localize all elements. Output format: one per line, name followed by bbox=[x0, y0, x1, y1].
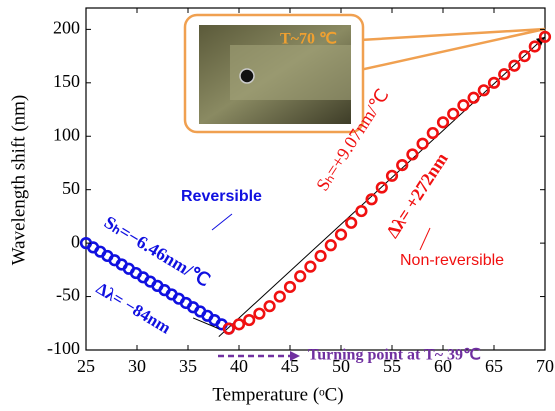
data-point bbox=[304, 260, 317, 273]
data-point bbox=[314, 249, 327, 263]
red-pointer bbox=[419, 227, 431, 251]
x-tick-label: 35 bbox=[179, 356, 197, 376]
data-point bbox=[426, 126, 439, 140]
legend-label: Reversible bbox=[181, 188, 262, 205]
data-point bbox=[447, 107, 460, 120]
data-point bbox=[345, 216, 358, 229]
legend-label: Non-reversible bbox=[400, 252, 504, 269]
data-point bbox=[528, 40, 541, 53]
x-tick-label: 70 bbox=[536, 356, 554, 376]
data-point bbox=[294, 270, 307, 283]
x-tick-label: 60 bbox=[434, 356, 452, 376]
y-tick-label: 200 bbox=[53, 18, 80, 38]
data-point bbox=[498, 68, 511, 81]
data-point bbox=[375, 181, 388, 194]
plot-area bbox=[79, 30, 552, 337]
annotation: Sₕ=−6.46nm/℃ bbox=[101, 212, 214, 291]
x-tick-label: 65 bbox=[485, 356, 503, 376]
data-point bbox=[283, 280, 297, 294]
y-tick-label: 100 bbox=[53, 124, 80, 144]
data-point bbox=[365, 193, 378, 206]
annotation: T~70 ℃ bbox=[280, 31, 337, 48]
trend-arrowhead bbox=[536, 36, 545, 46]
y-tick-label: -100 bbox=[47, 338, 80, 358]
data-point bbox=[253, 307, 266, 320]
data-point bbox=[406, 148, 419, 161]
blue-pointer bbox=[211, 213, 233, 231]
turning-arrowhead bbox=[290, 351, 300, 361]
data-point bbox=[334, 228, 348, 241]
y-tick-label: 150 bbox=[53, 71, 80, 91]
y-axis-label: Wavelength shift (nm) bbox=[8, 95, 29, 265]
data-point bbox=[222, 322, 235, 335]
data-point bbox=[538, 30, 552, 43]
data-point bbox=[232, 318, 246, 331]
data-point bbox=[324, 239, 337, 252]
data-point bbox=[385, 169, 399, 182]
data-point bbox=[477, 84, 490, 97]
blue-arrow bbox=[192, 317, 219, 330]
data-point bbox=[273, 290, 286, 303]
data-point bbox=[457, 99, 470, 112]
data-point bbox=[263, 300, 276, 313]
x-tick-label: 55 bbox=[383, 356, 401, 376]
y-tick-label: 0 bbox=[71, 231, 80, 251]
data-point bbox=[508, 59, 521, 72]
annotation: Turning point at T~ 39℃ bbox=[308, 347, 481, 364]
y-tick-label: 50 bbox=[62, 178, 80, 198]
x-tick-label: 40 bbox=[230, 356, 248, 376]
data-point bbox=[436, 116, 450, 129]
data-point bbox=[416, 137, 429, 150]
plot-frame bbox=[85, 7, 546, 351]
y-tick-label: -50 bbox=[56, 285, 80, 305]
x-axis-label: Temperature (ᵒC) bbox=[212, 384, 343, 405]
x-tick-label: 25 bbox=[77, 356, 95, 376]
inset-droplet bbox=[239, 68, 255, 84]
data-point bbox=[467, 91, 480, 104]
annotation: Δλ= +272nm bbox=[382, 149, 452, 241]
x-tick-label: 45 bbox=[281, 356, 299, 376]
data-point bbox=[355, 204, 368, 218]
data-point bbox=[243, 313, 256, 327]
data-point bbox=[487, 76, 501, 89]
data-point bbox=[396, 159, 409, 172]
data-point bbox=[518, 49, 531, 63]
x-tick-label: 30 bbox=[128, 356, 146, 376]
inset-pointer bbox=[358, 27, 546, 72]
x-tick-label: 50 bbox=[332, 356, 350, 376]
